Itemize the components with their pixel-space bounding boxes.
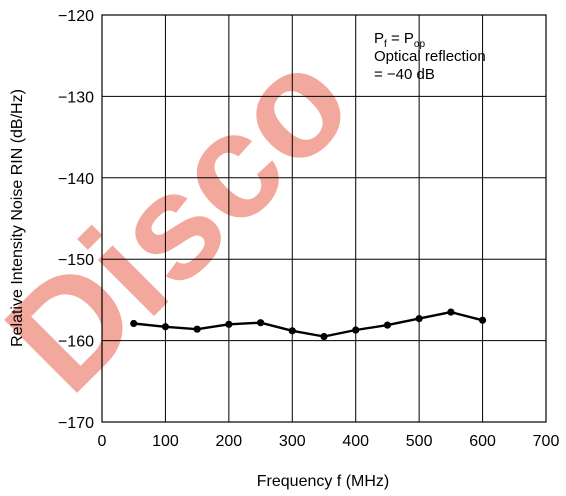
- y-axis-ticks: −120 −130 −140 −150 −160 −170: [58, 8, 94, 432]
- data-point: [352, 326, 360, 334]
- y-tick-label: −170: [58, 415, 94, 432]
- y-axis-label: Relative Intensity Noise RIN (dB/Hz): [9, 89, 26, 347]
- annotation-p: P: [374, 30, 384, 47]
- data-point: [193, 325, 201, 333]
- data-point: [478, 316, 487, 324]
- data-point: [447, 308, 455, 316]
- watermark: Disco: [0, 15, 381, 423]
- annotation-sub-op: op: [414, 39, 426, 50]
- y-tick-label: −120: [58, 8, 94, 25]
- x-tick-label: 100: [152, 433, 179, 450]
- data-point: [256, 319, 265, 327]
- x-tick-label: 400: [342, 433, 369, 450]
- series-group: [130, 308, 487, 341]
- data-point: [383, 321, 392, 329]
- annotation-eq: = P: [387, 30, 414, 47]
- data-point: [130, 319, 138, 328]
- y-tick-label: −150: [58, 252, 94, 269]
- annotation-line-2: Optical reflection: [374, 48, 486, 65]
- y-tick-label: −160: [58, 334, 94, 351]
- data-point: [288, 327, 296, 335]
- x-tick-label: 700: [533, 433, 560, 450]
- annotation-line-1: Pf = Pop: [374, 30, 425, 50]
- watermark-text: Disco: [0, 15, 381, 423]
- x-tick-label: 300: [279, 433, 306, 450]
- x-tick-label: 200: [216, 433, 243, 450]
- annotation-sub-f: f: [384, 39, 387, 50]
- data-point: [225, 320, 233, 328]
- data-point: [415, 315, 423, 323]
- y-tick-label: −140: [58, 171, 94, 188]
- x-tick-label: 0: [98, 433, 107, 450]
- x-axis-label: Frequency f (MHz): [257, 473, 389, 490]
- y-tick-label: −130: [58, 89, 94, 106]
- annotation-line-3: = −40 dB: [374, 66, 435, 83]
- plot-frame: [101, 14, 547, 423]
- series-line: [133, 310, 483, 338]
- grid: [102, 15, 546, 422]
- data-point: [320, 332, 328, 341]
- x-tick-label: 600: [469, 433, 496, 450]
- data-point: [161, 323, 170, 331]
- x-tick-label: 500: [406, 433, 433, 450]
- annotation: Pf = Pop Optical reflection = −40 dB: [374, 30, 486, 83]
- x-axis-ticks: 0 100 200 300 400 500 600 700: [98, 433, 560, 450]
